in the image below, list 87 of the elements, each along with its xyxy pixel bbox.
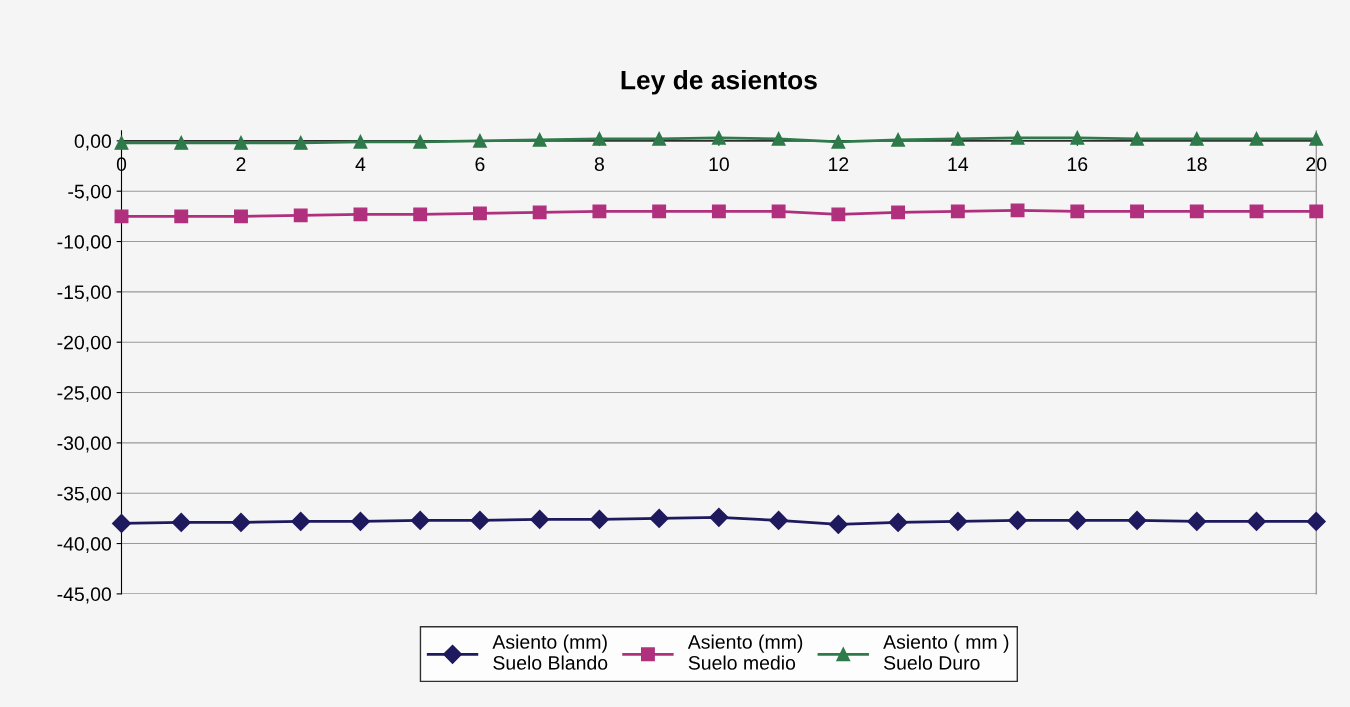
point xyxy=(652,204,667,219)
point xyxy=(1309,131,1324,146)
point xyxy=(410,510,430,530)
point xyxy=(353,207,368,222)
legend-label: Asiento (mm) Suelo Blando xyxy=(492,634,608,670)
point xyxy=(652,131,667,146)
point xyxy=(530,509,550,529)
y-tick-label: -40,00 xyxy=(57,537,112,554)
point xyxy=(948,511,968,531)
point xyxy=(1067,510,1087,530)
y-tick-label: -25,00 xyxy=(57,386,112,403)
chart-title: Ley de asientos xyxy=(621,70,817,95)
x-tick-label: 8 xyxy=(594,157,604,172)
point xyxy=(1249,131,1264,146)
point xyxy=(711,204,726,219)
point xyxy=(472,133,487,148)
x-tick-label: 16 xyxy=(1067,157,1088,172)
point xyxy=(1309,204,1324,219)
legend-label: Asiento ( mm ) Suelo Duro xyxy=(883,634,1009,670)
x-tick-label: 12 xyxy=(829,157,849,171)
x-tick-label: 2 xyxy=(236,157,246,171)
y-tick-label: -35,00 xyxy=(57,486,112,503)
point xyxy=(114,209,129,224)
y-tick-label: -45,00 xyxy=(57,587,112,604)
point xyxy=(470,510,490,530)
point xyxy=(1010,130,1025,145)
point xyxy=(831,134,846,149)
point xyxy=(1189,131,1204,146)
point xyxy=(1130,131,1144,146)
y-tick-label: 0,00 xyxy=(74,134,112,151)
point xyxy=(1249,204,1264,219)
point xyxy=(174,209,189,224)
point xyxy=(1008,510,1028,530)
point xyxy=(592,131,607,146)
point xyxy=(1127,510,1147,530)
y-tick-label: -10,00 xyxy=(57,235,112,252)
point xyxy=(1246,511,1267,531)
point xyxy=(111,513,132,533)
x-tick-label: 4 xyxy=(355,157,366,171)
point xyxy=(353,134,368,149)
point xyxy=(589,509,609,529)
point xyxy=(1130,204,1144,219)
point xyxy=(231,512,251,532)
point xyxy=(234,209,248,224)
point xyxy=(114,135,129,150)
point xyxy=(171,512,191,532)
x-tick-label: 10 xyxy=(709,157,729,172)
x-tick-label: 20 xyxy=(1306,157,1327,172)
point xyxy=(1187,511,1207,531)
point xyxy=(950,204,965,219)
y-tick-label: -30,00 xyxy=(57,436,112,453)
point xyxy=(828,514,848,534)
point xyxy=(592,204,607,219)
point xyxy=(413,207,428,222)
point xyxy=(891,132,906,147)
y-tick-label: -5,00 xyxy=(68,184,112,201)
point xyxy=(350,511,370,531)
point xyxy=(532,132,547,147)
point xyxy=(291,511,311,531)
point xyxy=(532,205,547,220)
point xyxy=(174,135,189,150)
point xyxy=(709,507,729,527)
y-tick-label: -15,00 xyxy=(57,285,112,302)
point xyxy=(771,204,786,219)
point xyxy=(1070,130,1085,145)
legend-label: Asiento (mm) Suelo medio xyxy=(687,634,803,670)
point xyxy=(413,134,428,149)
x-tick-label: 18 xyxy=(1187,157,1207,172)
point xyxy=(769,510,789,530)
point xyxy=(891,205,906,220)
point xyxy=(1306,511,1326,531)
y-tick-label: -20,00 xyxy=(57,335,112,352)
point xyxy=(711,130,726,145)
point xyxy=(771,131,786,146)
point xyxy=(293,208,308,223)
point xyxy=(1070,204,1085,219)
point xyxy=(1189,204,1204,219)
point xyxy=(293,135,308,150)
point xyxy=(831,207,846,222)
x-tick-label: 6 xyxy=(475,157,485,172)
point xyxy=(649,508,669,528)
x-tick-label: 14 xyxy=(948,157,969,171)
point xyxy=(472,206,487,221)
point xyxy=(888,512,908,532)
point xyxy=(1010,203,1025,218)
point xyxy=(950,131,965,146)
point xyxy=(234,135,248,150)
